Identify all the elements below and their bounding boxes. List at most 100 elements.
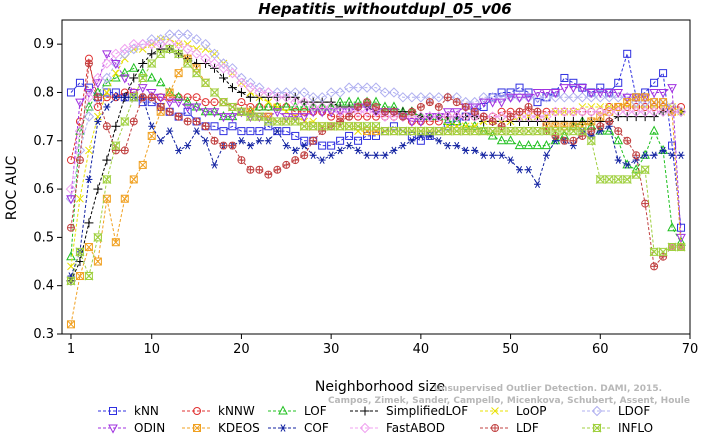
point-odin	[119, 74, 130, 84]
point-knnw	[66, 156, 75, 165]
point-inflo	[93, 232, 103, 243]
point-fastabod	[128, 38, 139, 50]
point-cof	[345, 141, 353, 150]
point-odin	[209, 108, 220, 118]
point-inflo	[407, 126, 417, 136]
point-inflo	[640, 165, 650, 175]
point-ldf	[246, 165, 255, 174]
point-knn	[407, 131, 416, 140]
point-fastabod	[379, 111, 391, 122]
point-odin	[326, 108, 336, 118]
point-ldf	[533, 107, 542, 116]
point-ldf	[641, 199, 650, 208]
point-lof	[281, 101, 292, 111]
point-cof	[533, 180, 541, 189]
point-inflo	[353, 121, 363, 131]
point-fastabod	[370, 106, 382, 117]
point-inflo	[200, 78, 211, 88]
point-knn	[282, 127, 291, 136]
point-odin	[290, 113, 301, 123]
point-fastabod	[245, 82, 256, 93]
point-ldof	[191, 34, 202, 45]
point-lof	[451, 115, 462, 125]
point-odin	[676, 233, 686, 243]
point-ldf	[66, 223, 75, 232]
point-cof	[94, 117, 102, 126]
point-knn	[345, 131, 354, 140]
legend-item-simplifiedlof: SimplifiedLOF	[350, 404, 468, 418]
point-lof	[254, 101, 265, 111]
x-tick-label: 10	[143, 342, 160, 357]
point-ldof	[541, 92, 552, 103]
point-inflo	[344, 121, 354, 131]
point-simplifiedlof	[84, 218, 94, 228]
point-knn	[560, 73, 569, 82]
point-ldf	[309, 136, 318, 145]
point-odin	[308, 108, 319, 118]
point-lof	[667, 222, 677, 232]
point-ldof	[272, 87, 283, 98]
legend-label-ldof: LDOF	[618, 404, 650, 418]
point-ldof	[406, 92, 418, 103]
x-tick-label: 1	[67, 342, 75, 357]
point-knn	[650, 78, 659, 87]
point-ldf	[111, 146, 120, 155]
point-kdeos	[66, 320, 75, 329]
point-kdeos	[93, 257, 102, 266]
point-ldf	[300, 151, 309, 160]
point-lof	[128, 62, 139, 72]
point-fastabod	[613, 106, 624, 117]
point-cof	[255, 137, 263, 145]
point-simplifiedlof	[559, 116, 569, 126]
point-ldf	[165, 107, 174, 116]
point-knn	[354, 136, 363, 145]
x-tick-label: 50	[502, 342, 519, 357]
point-inflo	[111, 140, 121, 151]
point-ldof	[586, 92, 597, 103]
point-loop	[76, 194, 84, 203]
point-knn	[336, 136, 345, 145]
point-ldf	[255, 165, 264, 174]
point-odin	[335, 108, 345, 118]
point-lof	[84, 101, 94, 111]
point-lof	[523, 140, 534, 150]
point-inflo	[461, 126, 471, 136]
point-ldf	[84, 59, 93, 68]
point-cof	[605, 122, 613, 131]
point-ldof	[397, 92, 409, 103]
point-odin	[559, 84, 570, 94]
point-fastabod	[65, 183, 77, 195]
point-simplifiedlof	[568, 116, 578, 126]
point-ldf	[470, 107, 479, 116]
point-fastabod	[604, 106, 615, 117]
point-fastabod	[577, 106, 588, 117]
point-inflo	[568, 126, 579, 136]
point-kdeos	[650, 98, 659, 107]
point-odin	[487, 98, 498, 108]
point-ldof	[487, 92, 498, 103]
point-knn	[237, 127, 246, 136]
legend-label-lof: LOF	[304, 404, 327, 418]
point-inflo	[604, 174, 614, 185]
point-cof	[551, 137, 559, 145]
point-cof	[453, 141, 461, 150]
point-inflo	[425, 126, 435, 136]
point-knnw	[210, 98, 219, 107]
point-odin	[200, 108, 211, 118]
point-simplifiedlof	[577, 116, 587, 126]
point-lof	[460, 120, 471, 130]
legend-marker-ldf	[491, 424, 499, 432]
point-odin	[155, 93, 166, 103]
point-lof	[173, 91, 184, 101]
point-inflo	[254, 111, 265, 122]
point-lof	[640, 149, 650, 159]
series-line-loop	[70, 38, 682, 267]
point-fastabod	[523, 111, 534, 122]
point-cof	[202, 137, 210, 145]
point-odin	[604, 88, 615, 99]
legend-marker-odin	[108, 424, 118, 434]
point-inflo	[227, 102, 238, 112]
legend-label-simplifiedlof: SimplifiedLOF	[386, 404, 468, 418]
point-inflo	[147, 58, 157, 69]
point-odin	[416, 117, 426, 128]
